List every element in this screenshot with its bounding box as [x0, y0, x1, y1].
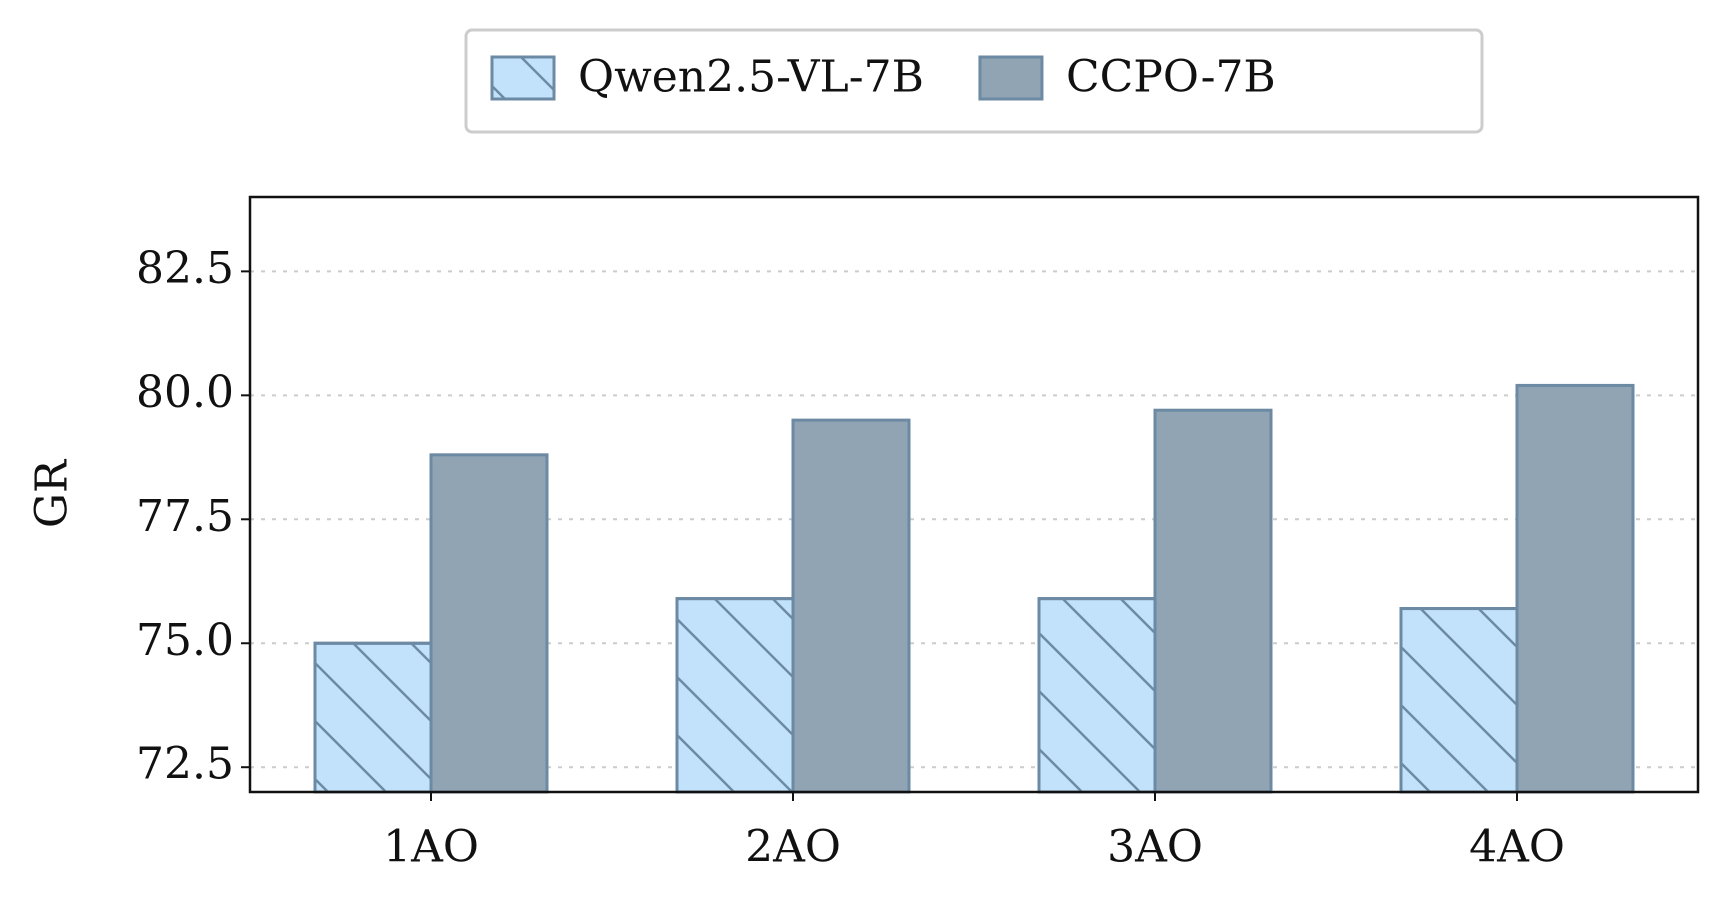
bar — [1153, 408, 1273, 794]
bar — [429, 453, 549, 794]
plot-frame — [248, 195, 1700, 794]
x-tick-label: 2AO — [745, 822, 841, 873]
legend-swatch-hatch — [490, 55, 556, 101]
bar — [791, 418, 911, 794]
y-tick-label: 77.5 — [136, 491, 234, 542]
y-tick-label: 80.0 — [136, 367, 234, 418]
x-tick-label: 1AO — [383, 822, 479, 873]
legend-box — [464, 28, 1484, 134]
y-tick-label: 82.5 — [136, 243, 234, 294]
legend-label: Qwen2.5-VL-7B — [578, 52, 924, 103]
y-tick-label: 72.5 — [136, 739, 234, 790]
legend-swatch — [978, 55, 1044, 101]
bar-hatch — [1399, 607, 1519, 794]
x-tick-label: 4AO — [1469, 822, 1565, 873]
y-tick-label: 75.0 — [136, 615, 234, 666]
legend-label: CCPO-7B — [1066, 52, 1276, 103]
x-tick-label: 3AO — [1107, 822, 1203, 873]
y-axis-label: GR — [27, 458, 78, 528]
bar-hatch — [313, 641, 433, 794]
bar — [1515, 383, 1635, 794]
bar-hatch — [1037, 597, 1157, 794]
bar-hatch — [675, 597, 795, 794]
